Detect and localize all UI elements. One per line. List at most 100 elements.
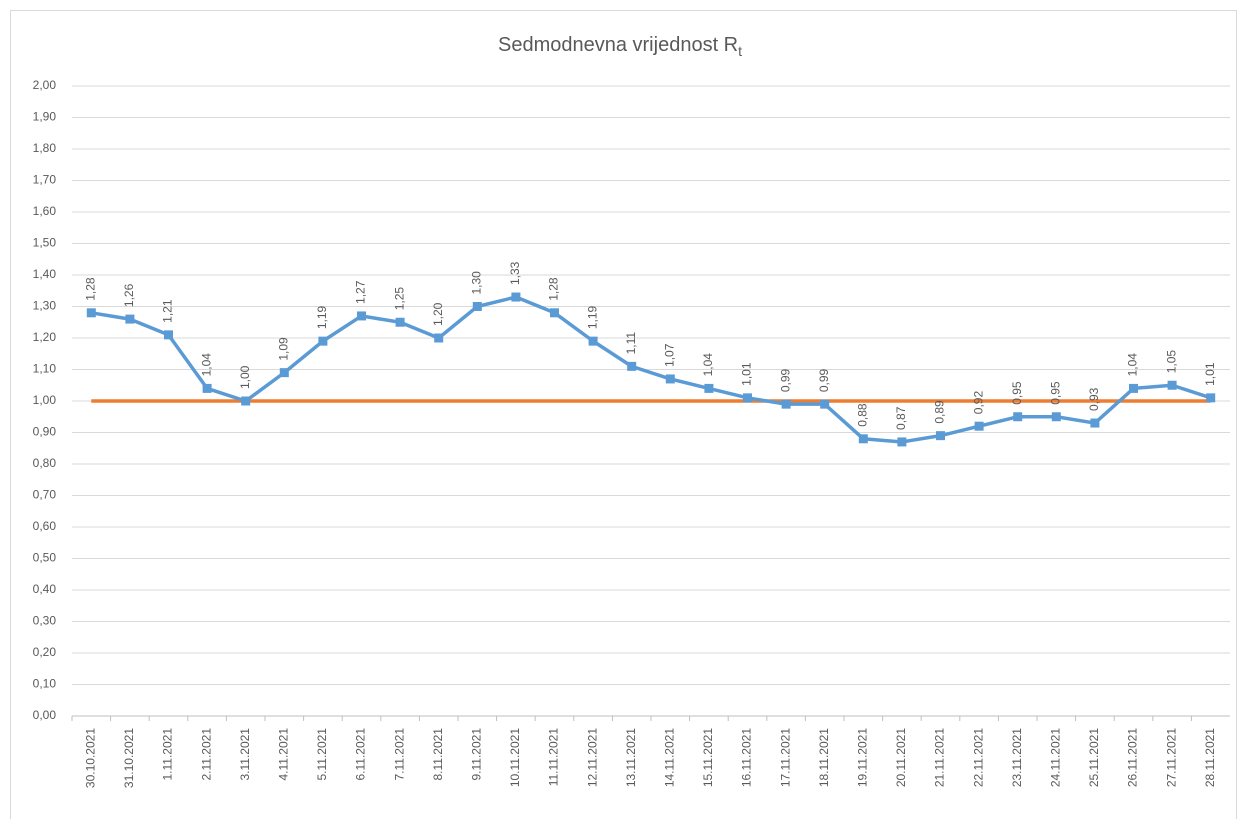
x-tick-label: 20.11.2021 [894,728,908,787]
data-label: 0,87 [894,406,908,430]
y-tick-label: 0,00 [33,708,57,722]
data-label: 1,26 [122,283,136,307]
data-label: 0,93 [1087,387,1101,411]
marker [704,383,714,393]
x-tick-label: 4.11.2021 [276,728,290,781]
marker [241,396,251,406]
data-label: 1,05 [1164,350,1178,374]
marker [1013,412,1023,422]
data-label: 0,95 [1048,381,1062,405]
x-tick-label: 17.11.2021 [778,728,792,787]
marker [1051,412,1061,422]
y-tick-label: 0,80 [33,456,57,470]
x-tick-label: 16.11.2021 [740,728,754,787]
data-label: 1,20 [431,302,445,326]
data-label: 1,01 [740,362,754,386]
data-label: 1,09 [276,337,290,361]
x-tick-label: 21.11.2021 [933,728,947,787]
data-label: 1,28 [547,277,561,301]
marker [1206,393,1216,403]
marker [858,434,868,444]
x-tick-label: 25.11.2021 [1087,728,1101,787]
marker [550,308,559,318]
y-tick-label: 0,40 [33,582,57,596]
marker [665,374,675,384]
x-tick-label: 13.11.2021 [624,728,638,787]
y-tick-label: 1,80 [33,141,57,155]
y-tick-label: 1,40 [33,267,57,281]
marker [202,383,212,393]
data-label: 1,19 [315,305,329,329]
marker [627,361,637,371]
y-tick-label: 0,60 [33,519,57,533]
y-tick-label: 0,10 [33,677,57,691]
marker [357,311,366,321]
x-tick-label: 5.11.2021 [315,728,329,781]
data-label: 1,27 [354,280,368,304]
marker [164,330,173,340]
x-tick-label: 7.11.2021 [392,728,406,781]
data-label: 1,04 [199,353,213,377]
x-tick-label: 1.11.2021 [161,728,175,781]
data-label: 0,89 [933,400,947,424]
x-tick-label: 3.11.2021 [238,728,252,781]
data-label: 0,99 [817,368,831,392]
marker [511,292,521,302]
y-tick-label: 1,30 [33,299,57,313]
marker [1129,383,1138,393]
marker [472,302,482,311]
marker [588,336,598,346]
y-tick-label: 1,50 [33,236,57,250]
marker [897,437,907,447]
x-tick-label: 6.11.2021 [354,728,368,781]
title-main: Sedmodnevna vrijednost R [498,34,738,56]
data-label: 0,88 [855,403,869,427]
y-tick-label: 1,20 [33,330,57,344]
y-tick-label: 1,00 [33,393,57,407]
marker [279,368,289,378]
x-tick-label: 31.10.2021 [122,728,136,788]
marker [1167,380,1177,390]
y-tick-label: 1,60 [33,204,57,218]
x-tick-label: 15.11.2021 [701,728,715,787]
x-tick-label: 2.11.2021 [199,728,213,781]
data-label: 1,04 [701,353,715,377]
data-label: 1,11 [624,332,638,355]
x-tick-label: 27.11.2021 [1164,728,1178,787]
data-label: 0,99 [778,368,792,392]
chart-title: Sedmodnevna vrijednost Rt [498,34,742,58]
marker [936,431,945,441]
y-tick-label: 1,90 [33,110,57,124]
y-tick-label: 1,10 [33,362,57,376]
marker [395,317,405,327]
data-label: 1,04 [1126,353,1140,377]
x-tick-label: 28.11.2021 [1203,728,1217,787]
data-label: 0,92 [971,391,985,415]
data-label: 1,33 [508,261,522,285]
x-tick-label: 8.11.2021 [431,728,445,781]
y-tick-label: 0,90 [33,425,57,439]
x-tick-label: 30.10.2021 [83,728,97,788]
y-tick-label: 0,50 [33,551,57,565]
data-label: 1,01 [1203,362,1217,386]
x-tick-label: 24.11.2021 [1048,728,1062,787]
y-tick-label: 1,70 [33,173,57,187]
data-label: 1,28 [83,277,97,301]
x-tick-label: 19.11.2021 [855,728,869,787]
data-label: 1,25 [392,287,406,311]
marker [434,333,444,343]
marker [86,308,96,318]
x-tick-label: 23.11.2021 [1010,728,1024,787]
data-label: 1,00 [238,365,252,389]
marker [820,399,830,409]
x-tick-label: 12.11.2021 [585,728,599,787]
title-subscript: t [738,43,742,59]
data-label: 1,19 [585,305,599,329]
marker [125,314,135,324]
x-tick-label: 9.11.2021 [469,728,483,781]
x-tick-label: 14.11.2021 [662,728,676,787]
y-tick-label: 0,20 [33,645,57,659]
data-label: 1,07 [662,343,676,367]
